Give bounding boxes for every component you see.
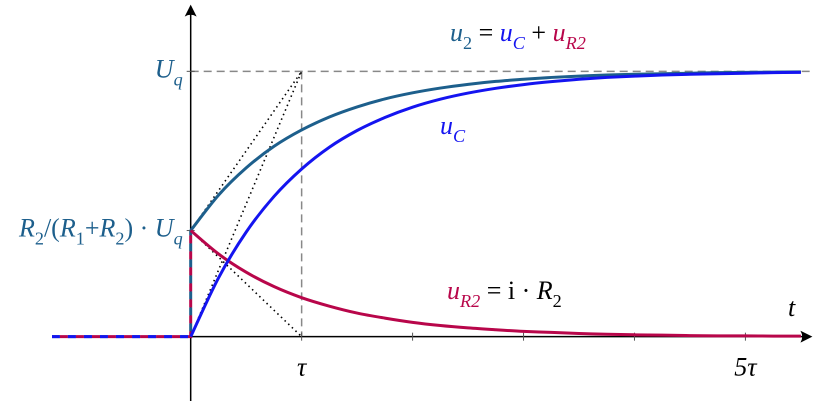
x-axis-label: t [788,293,796,322]
series-line [189,229,801,338]
series-line [189,70,801,232]
series-label: u2 = uC + uR2 [450,18,586,53]
series-line [189,70,801,338]
series-label: uC [440,111,466,146]
y-tick-label: Uq [155,54,183,89]
series-label: uR2 = i · R2 [447,276,562,311]
x-tick-label: τ [297,353,308,382]
series-line-step [52,230,193,339]
y-tick-label: R2/(R1+R2) · Uq [18,214,183,249]
x-tick-label: 5τ [734,353,758,382]
tangent-line [189,71,303,337]
